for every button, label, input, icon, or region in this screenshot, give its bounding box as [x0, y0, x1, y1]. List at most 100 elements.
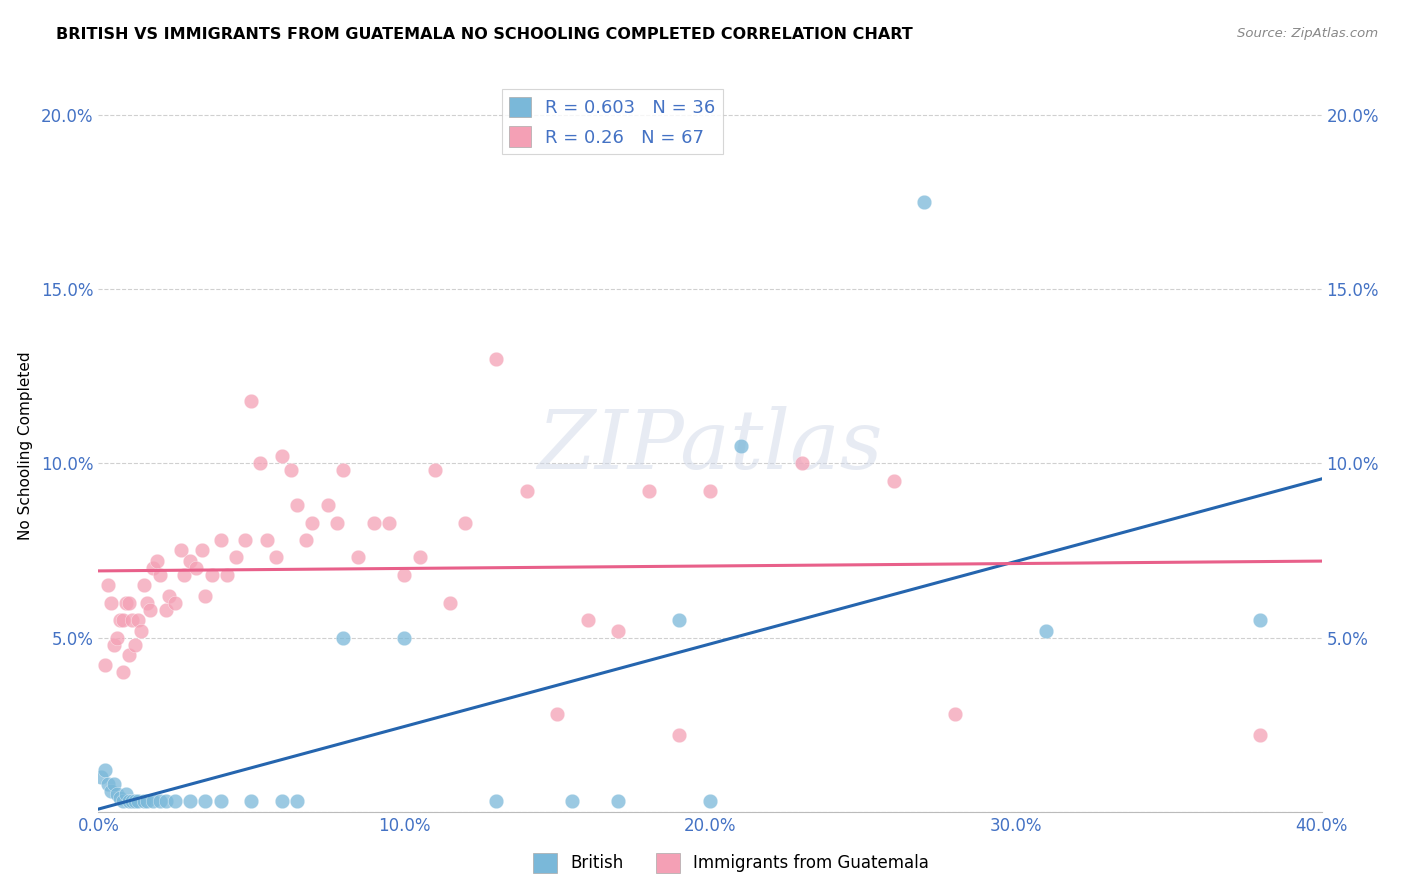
Point	[121, 794, 143, 808]
Point	[209, 794, 232, 808]
Point	[200, 567, 222, 582]
Point	[129, 624, 152, 638]
Point	[127, 794, 149, 808]
Point	[93, 658, 115, 673]
Point	[607, 624, 630, 638]
Point	[485, 794, 508, 808]
Text: ZIPatlas: ZIPatlas	[537, 406, 883, 486]
Point	[157, 589, 180, 603]
Point	[136, 794, 159, 808]
Point	[93, 763, 115, 777]
Point	[179, 794, 201, 808]
Point	[637, 484, 661, 499]
Point	[326, 516, 349, 530]
Point	[285, 794, 308, 808]
Point	[124, 638, 146, 652]
Point	[134, 794, 156, 808]
Point	[363, 516, 385, 530]
Point	[439, 596, 461, 610]
Point	[118, 596, 141, 610]
Point	[270, 450, 292, 464]
Point	[103, 777, 125, 791]
Point	[790, 457, 813, 471]
Point	[155, 603, 177, 617]
Point	[1249, 728, 1271, 742]
Point	[233, 533, 256, 547]
Point	[576, 613, 599, 627]
Point	[347, 550, 370, 565]
Point	[225, 550, 247, 565]
Point	[209, 533, 232, 547]
Point	[194, 589, 217, 603]
Legend: British, Immigrants from Guatemala: British, Immigrants from Guatemala	[527, 847, 935, 880]
Point	[108, 613, 131, 627]
Point	[408, 550, 430, 565]
Point	[256, 533, 278, 547]
Point	[316, 498, 339, 512]
Point	[97, 777, 120, 791]
Y-axis label: No Schooling Completed: No Schooling Completed	[18, 351, 32, 541]
Point	[149, 794, 172, 808]
Point	[423, 463, 446, 477]
Point	[546, 707, 568, 722]
Point	[668, 728, 690, 742]
Point	[194, 794, 217, 808]
Point	[516, 484, 538, 499]
Point	[699, 794, 721, 808]
Point	[118, 648, 141, 662]
Point	[139, 603, 162, 617]
Point	[285, 498, 308, 512]
Point	[121, 613, 143, 627]
Point	[1249, 613, 1271, 627]
Point	[108, 790, 131, 805]
Point	[301, 516, 323, 530]
Point	[730, 439, 752, 453]
Point	[134, 578, 156, 592]
Point	[105, 787, 128, 801]
Point	[240, 393, 263, 408]
Point	[103, 638, 125, 652]
Point	[90, 770, 112, 784]
Point	[240, 794, 263, 808]
Point	[264, 550, 287, 565]
Point	[485, 351, 508, 366]
Point	[295, 533, 318, 547]
Point	[454, 516, 477, 530]
Point	[118, 794, 141, 808]
Point	[607, 794, 630, 808]
Point	[115, 787, 138, 801]
Text: Source: ZipAtlas.com: Source: ZipAtlas.com	[1237, 27, 1378, 40]
Point	[163, 794, 186, 808]
Point	[186, 561, 208, 575]
Point	[179, 554, 201, 568]
Point	[332, 631, 354, 645]
Point	[668, 613, 690, 627]
Point	[170, 543, 193, 558]
Point	[332, 463, 354, 477]
Point	[249, 457, 271, 471]
Point	[105, 631, 128, 645]
Point	[270, 794, 292, 808]
Point	[155, 794, 177, 808]
Point	[142, 561, 165, 575]
Point	[115, 596, 138, 610]
Point	[912, 195, 935, 210]
Point	[142, 794, 165, 808]
Point	[943, 707, 966, 722]
Point	[215, 567, 238, 582]
Point	[163, 596, 186, 610]
Point	[392, 631, 416, 645]
Point	[100, 596, 122, 610]
Point	[111, 665, 134, 680]
Point	[111, 613, 134, 627]
Point	[191, 543, 214, 558]
Point	[136, 596, 159, 610]
Point	[97, 578, 120, 592]
Point	[111, 794, 134, 808]
Point	[280, 463, 302, 477]
Point	[124, 794, 146, 808]
Point	[378, 516, 401, 530]
Point	[1035, 624, 1057, 638]
Legend: R = 0.603   N = 36, R = 0.26   N = 67: R = 0.603 N = 36, R = 0.26 N = 67	[502, 89, 723, 154]
Point	[561, 794, 583, 808]
